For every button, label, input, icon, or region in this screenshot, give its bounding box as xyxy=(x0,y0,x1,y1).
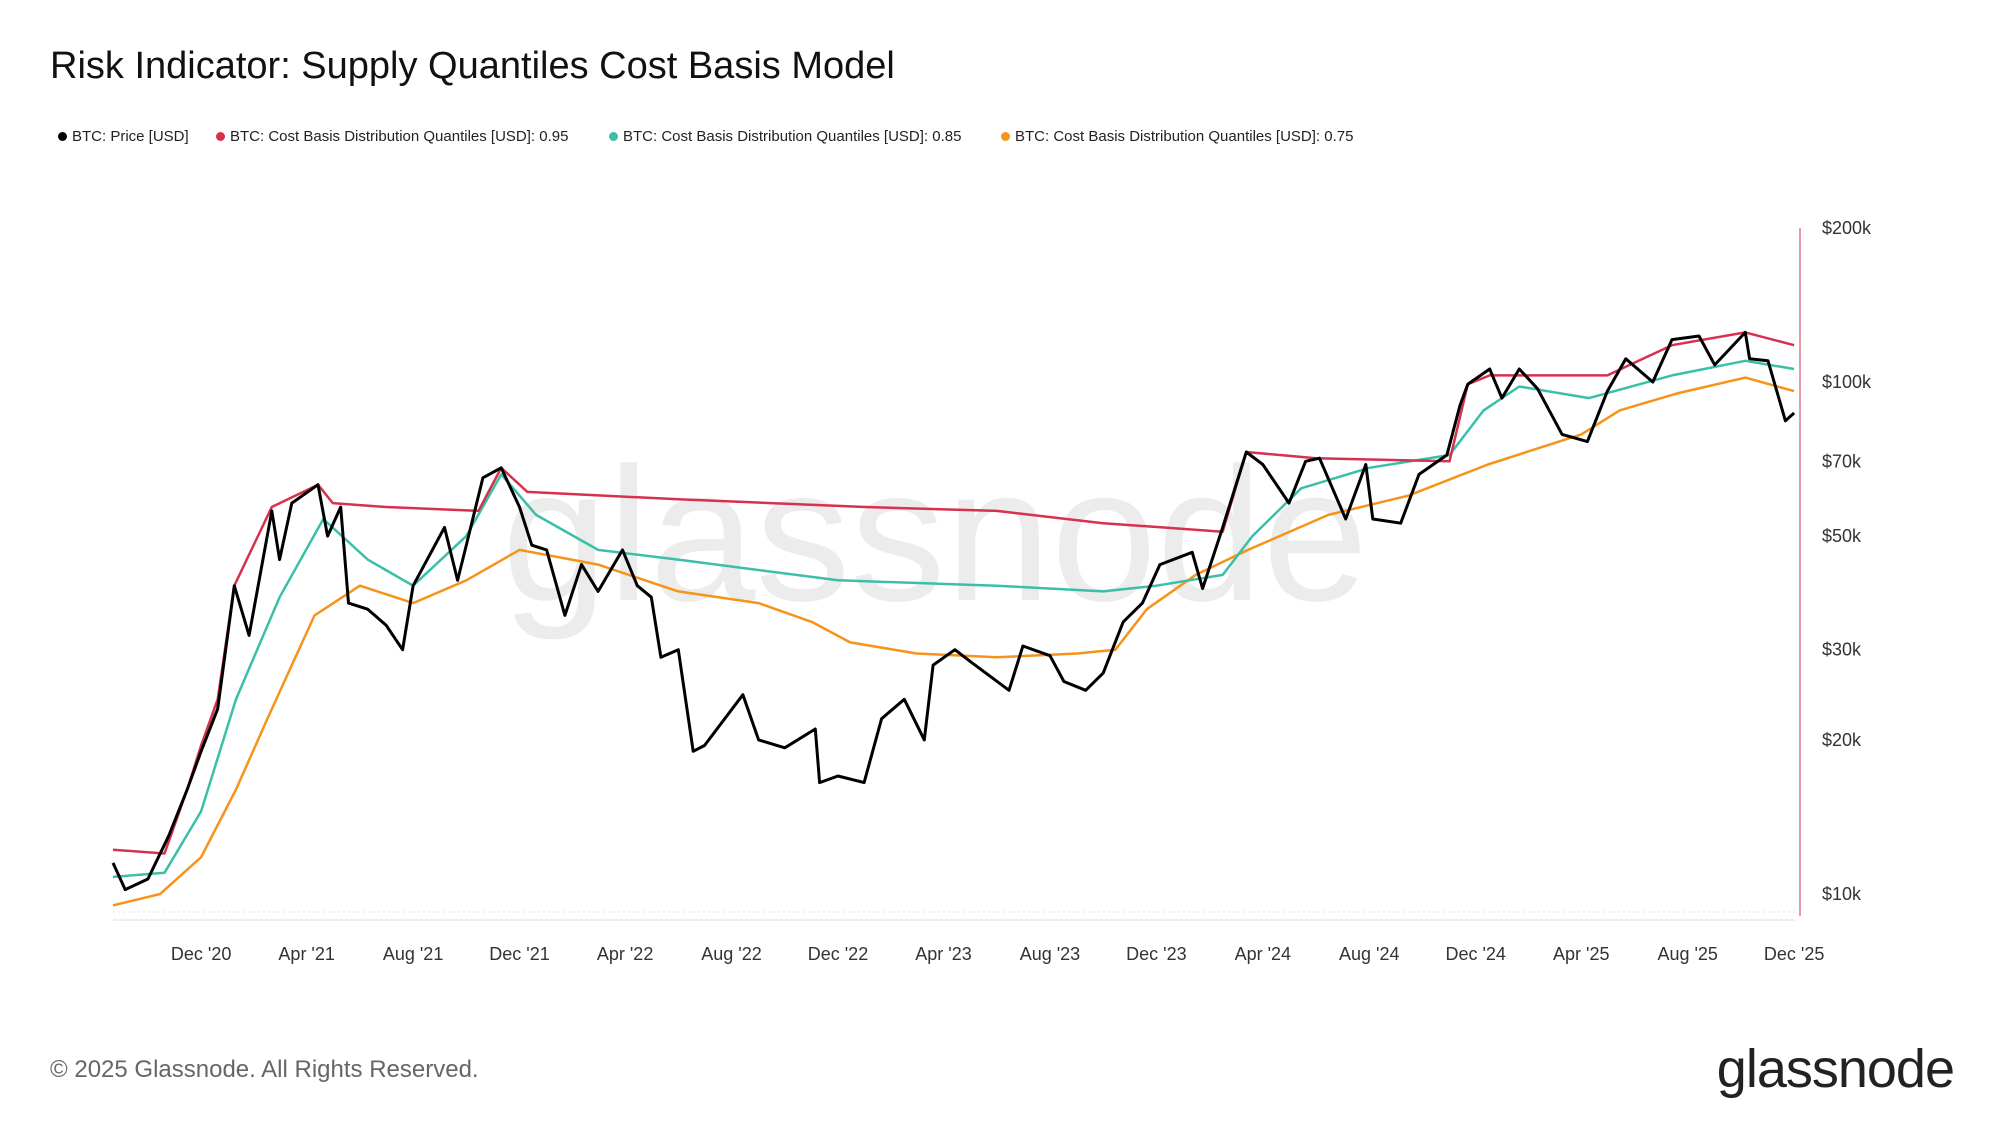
y-tick-label: $100k xyxy=(1822,372,1872,392)
x-tick-label: Apr '22 xyxy=(597,944,653,964)
y-tick-label: $70k xyxy=(1822,451,1862,471)
series-line-3 xyxy=(112,376,1795,907)
x-tick-label: Dec '25 xyxy=(1764,944,1824,964)
legend-label: BTC: Price [USD] xyxy=(72,128,189,145)
legend-marker xyxy=(1001,132,1010,141)
y-tick-label: $50k xyxy=(1822,526,1862,546)
legend-item-q75[interactable]: BTC: Cost Basis Distribution Quantiles [… xyxy=(1001,128,1353,145)
legend-label: BTC: Cost Basis Distribution Quantiles [… xyxy=(623,128,962,145)
legend-marker xyxy=(609,132,618,141)
x-tick-label: Dec '24 xyxy=(1445,944,1505,964)
watermark: glassnode xyxy=(502,429,1368,641)
x-tick-label: Aug '25 xyxy=(1657,944,1718,964)
y-tick-label: $10k xyxy=(1822,884,1862,904)
chart-title: Risk Indicator: Supply Quantiles Cost Ba… xyxy=(50,45,895,87)
x-tick-label: Aug '23 xyxy=(1020,944,1081,964)
legend-item-q95[interactable]: BTC: Cost Basis Distribution Quantiles [… xyxy=(216,128,568,145)
series-line-0 xyxy=(111,330,1796,892)
x-tick-label: Apr '21 xyxy=(278,944,334,964)
x-tick-label: Dec '20 xyxy=(171,944,231,964)
legend-item-price[interactable]: BTC: Price [USD] xyxy=(58,128,189,145)
y-tick-label: $30k xyxy=(1822,640,1862,660)
legend-label: BTC: Cost Basis Distribution Quantiles [… xyxy=(230,128,569,145)
x-tick-label: Dec '23 xyxy=(1126,944,1186,964)
x-tick-label: Dec '21 xyxy=(489,944,549,964)
legend-marker xyxy=(216,132,225,141)
x-tick-label: Apr '24 xyxy=(1235,944,1291,964)
legend-item-q85[interactable]: BTC: Cost Basis Distribution Quantiles [… xyxy=(609,128,961,145)
legend-label: BTC: Cost Basis Distribution Quantiles [… xyxy=(1015,128,1354,145)
legend-marker xyxy=(58,132,67,141)
x-tick-label: Aug '22 xyxy=(701,944,762,964)
y-tick-label: $200k xyxy=(1822,218,1872,238)
x-tick-label: Aug '24 xyxy=(1339,944,1400,964)
x-tick-label: Apr '25 xyxy=(1553,944,1609,964)
copyright-footer: © 2025 Glassnode. All Rights Reserved. xyxy=(50,1056,479,1083)
x-tick-label: Aug '21 xyxy=(383,944,444,964)
y-tick-label: $20k xyxy=(1822,730,1862,750)
glassnode-logo: glassnode xyxy=(1716,1039,1955,1099)
x-tick-label: Apr '23 xyxy=(915,944,971,964)
x-tick-label: Dec '22 xyxy=(808,944,868,964)
